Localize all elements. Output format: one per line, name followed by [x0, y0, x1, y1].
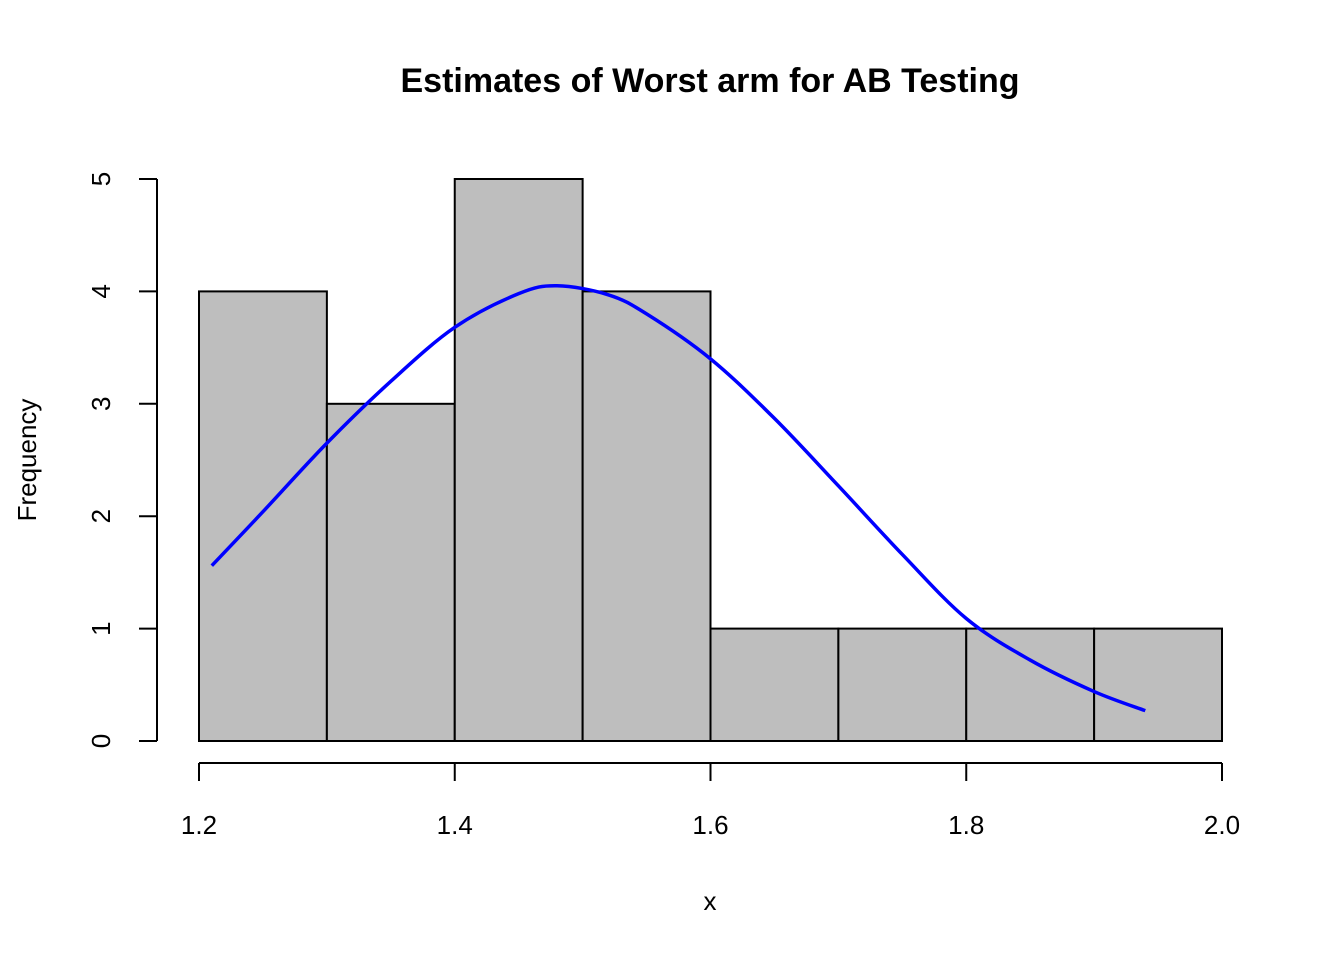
histogram-bar-2: [325, 402, 456, 742]
histogram-bar-1: [198, 290, 328, 742]
x-tick-label: 2.0: [1204, 810, 1240, 840]
y-tick-label: 1: [86, 621, 116, 635]
x-axis: 1.2 1.4 1.6 1.8 2.0: [181, 762, 1240, 840]
y-tick-label: 4: [86, 284, 116, 298]
histogram-bars: [198, 178, 1223, 742]
histogram-bar-7: [965, 627, 1096, 742]
y-tick-label: 5: [86, 172, 116, 186]
y-tick-label: 3: [86, 397, 116, 411]
x-tick-label: 1.8: [948, 810, 984, 840]
x-tick-label: 1.6: [692, 810, 728, 840]
chart-title: Estimates of Worst arm for AB Testing: [400, 62, 1019, 100]
y-tick-label: 0: [86, 734, 116, 748]
x-axis-label: x: [704, 886, 717, 916]
density-curve: [210, 284, 1146, 713]
histogram-bar-3: [453, 178, 584, 742]
y-axis-label: Frequency: [12, 399, 42, 522]
histogram-bar-6: [837, 627, 968, 742]
histogram-bar-8: [1093, 627, 1223, 742]
x-tick-label: 1.4: [437, 810, 473, 840]
histogram-bar-5: [709, 627, 840, 742]
density-curve-layer: [210, 284, 1146, 713]
x-tick-label: 1.2: [181, 810, 217, 840]
histogram-bar-4: [581, 290, 712, 742]
y-tick-label: 2: [86, 509, 116, 523]
y-axis: 0 1 2 3 4 5: [86, 172, 158, 748]
